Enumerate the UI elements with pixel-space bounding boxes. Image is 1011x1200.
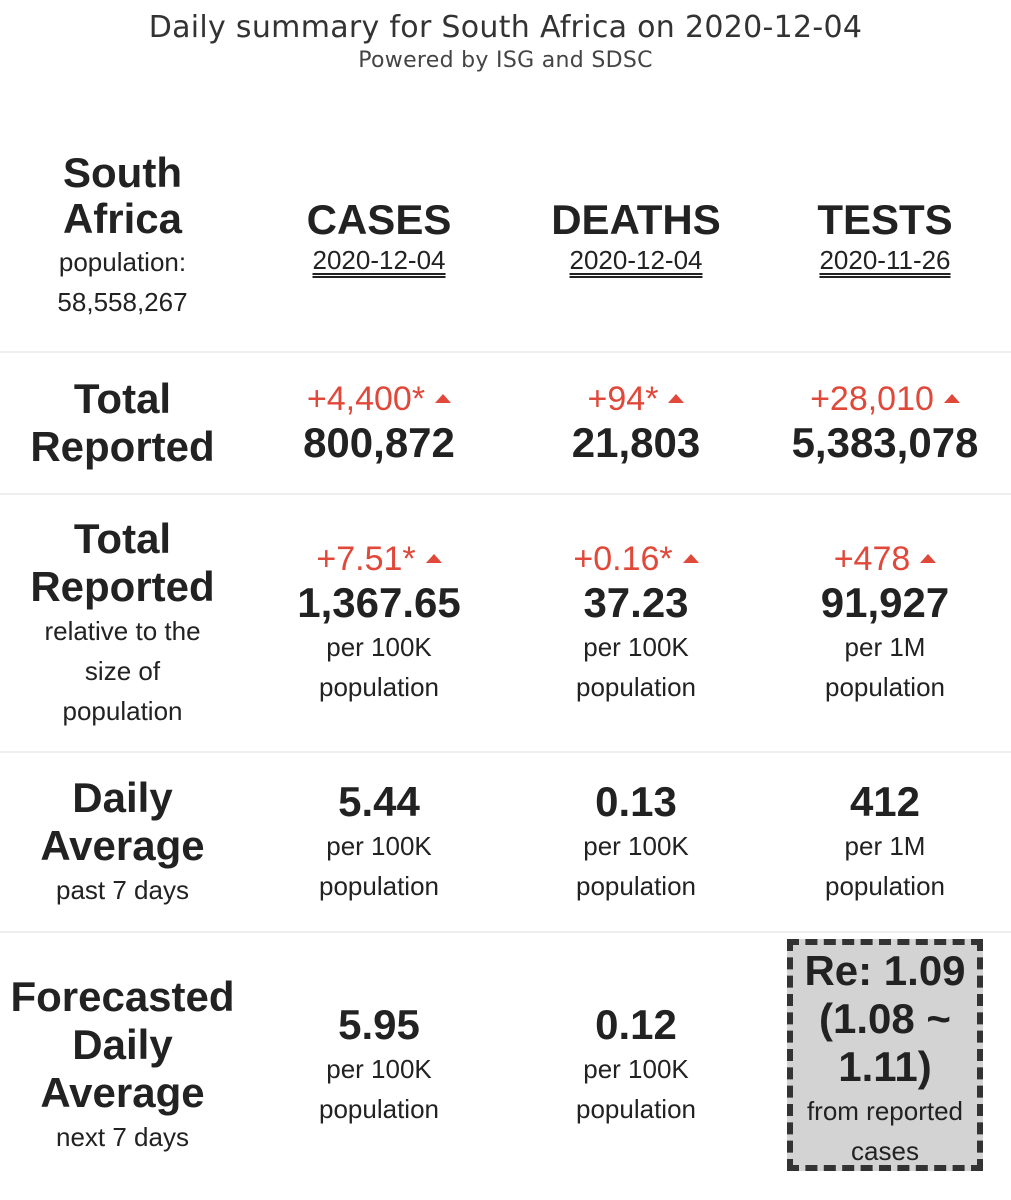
total-tests-cell: +28,010 5,383,078 xyxy=(759,351,1011,494)
unit-line2: population xyxy=(319,871,439,901)
forecast-cases-cell: 5.95 per 100K population xyxy=(245,931,513,1196)
unit-line2: population xyxy=(576,871,696,901)
country-name-line2: Africa xyxy=(62,194,183,242)
unit-line1: per 1M xyxy=(844,831,926,861)
increase-arrow-icon xyxy=(668,393,685,403)
re-line1: Re: 1.09 xyxy=(804,947,966,994)
row-label-line2: Daily xyxy=(72,1020,173,1068)
unit-line1: per 100K xyxy=(326,831,432,861)
unit-line2: population xyxy=(825,672,945,702)
increase-arrow-icon xyxy=(435,393,452,403)
cases-date: 2020-12-04 xyxy=(312,244,446,275)
population-label: population: xyxy=(58,246,187,277)
daily-cases-cell: 5.44 per 100K population xyxy=(245,751,513,932)
page-title: Daily summary for South Africa on 2020-1… xyxy=(148,10,863,45)
unit-line2: population xyxy=(576,1093,696,1124)
average-value: 412 xyxy=(849,778,921,825)
total-cases-cell: +4,400* 800,872 xyxy=(245,351,513,494)
increase-arrow-icon xyxy=(682,553,699,563)
relative-deaths-cell: +0.16* 37.23 per 100K population xyxy=(513,493,759,752)
forecast-deaths-cell: 0.12 per 100K population xyxy=(513,931,759,1196)
delta-value: +4,400* xyxy=(306,380,426,418)
row-sublabel: next 7 days xyxy=(56,1121,189,1152)
delta-value: +7.51* xyxy=(316,540,416,578)
delta-value: +0.16* xyxy=(573,540,673,578)
cases-label: CASES xyxy=(306,195,452,243)
re-line3: 1.11) xyxy=(838,1043,932,1090)
increase-arrow-icon xyxy=(425,553,442,563)
total-reported-row: Total Reported +4,400* 800,872 +94* 21,8… xyxy=(0,351,1011,494)
country-cell: South Africa population: 58,558,267 xyxy=(0,120,245,352)
increase-arrow-icon xyxy=(920,553,937,563)
row-label: Total Reported xyxy=(0,351,245,494)
re-sub1: from reported xyxy=(806,1096,964,1126)
re-cell: Re: 1.09 (1.08 ~ 1.11) from reported cas… xyxy=(759,931,1011,1196)
relative-row: Total Reported relative to the size of p… xyxy=(0,493,1011,752)
tests-date: 2020-11-26 xyxy=(819,244,951,275)
relative-value: 91,927 xyxy=(820,579,950,626)
row-sublabel-line1: relative to the xyxy=(44,616,201,646)
total-value: 5,383,078 xyxy=(791,419,979,466)
row-sublabel-line2: size of xyxy=(84,656,161,686)
total-value: 800,872 xyxy=(303,419,455,466)
summary-table: South Africa population: 58,558,267 CASE… xyxy=(0,120,1011,1196)
total-deaths-cell: +94* 21,803 xyxy=(513,351,759,494)
tests-label: TESTS xyxy=(817,195,953,243)
row-sublabel-line3: population xyxy=(62,696,183,726)
delta-value: +94* xyxy=(587,380,659,418)
relative-value: 37.23 xyxy=(583,579,689,626)
daily-tests-cell: 412 per 1M population xyxy=(759,751,1011,932)
deaths-date: 2020-12-04 xyxy=(569,244,703,275)
row-label-line1: Daily xyxy=(72,774,173,821)
column-header-row: South Africa population: 58,558,267 CASE… xyxy=(0,120,1011,352)
re-sub2: cases xyxy=(851,1136,919,1166)
unit-line1: per 100K xyxy=(326,1053,432,1084)
daily-average-row: Daily Average past 7 days 5.44 per 100K … xyxy=(0,751,1011,932)
row-label-line2: Reported xyxy=(30,423,215,470)
re-box: Re: 1.09 (1.08 ~ 1.11) from reported cas… xyxy=(787,939,983,1171)
deaths-label: DEATHS xyxy=(551,195,721,243)
daily-deaths-cell: 0.13 per 100K population xyxy=(513,751,759,932)
unit-line1: per 100K xyxy=(583,1053,689,1084)
re-line2: (1.08 ~ xyxy=(819,995,951,1042)
average-value: 5.44 xyxy=(338,778,420,825)
relative-tests-cell: +478 91,927 per 1M population xyxy=(759,493,1011,752)
relative-value: 1,367.65 xyxy=(297,579,461,626)
delta-value: +28,010 xyxy=(810,380,934,418)
row-label-line1: Forecasted xyxy=(10,972,235,1020)
unit-line2: population xyxy=(825,871,945,901)
row-label-line2: Average xyxy=(40,822,205,869)
row-label: Daily Average past 7 days xyxy=(0,751,245,932)
forecast-row: Forecasted Daily Average next 7 days 5.9… xyxy=(0,931,1011,1196)
total-value: 21,803 xyxy=(571,419,701,466)
unit-line1: per 1M xyxy=(844,632,926,662)
unit-line2: population xyxy=(319,1093,439,1124)
row-label-line3: Average xyxy=(40,1068,205,1116)
row-label-line1: Total xyxy=(73,375,172,422)
country-name-line1: South xyxy=(63,148,182,196)
forecast-value: 5.95 xyxy=(338,1000,420,1048)
page-subtitle: Powered by ISG and SDSC xyxy=(358,48,653,73)
deaths-header: DEATHS 2020-12-04 xyxy=(513,120,759,352)
row-label: Total Reported relative to the size of p… xyxy=(0,493,245,752)
unit-line1: per 100K xyxy=(583,632,689,662)
average-value: 0.13 xyxy=(595,778,677,825)
unit-line2: population xyxy=(319,672,439,702)
unit-line1: per 100K xyxy=(583,831,689,861)
tests-header: TESTS 2020-11-26 xyxy=(759,120,1011,352)
row-label-line2: Reported xyxy=(30,563,215,610)
population-value: 58,558,267 xyxy=(57,286,188,317)
row-label-line1: Total xyxy=(73,515,172,562)
relative-cases-cell: +7.51* 1,367.65 per 100K population xyxy=(245,493,513,752)
delta-value: +478 xyxy=(833,540,911,578)
increase-arrow-icon xyxy=(943,393,960,403)
row-label: Forecasted Daily Average next 7 days xyxy=(0,931,245,1196)
unit-line2: population xyxy=(576,672,696,702)
cases-header: CASES 2020-12-04 xyxy=(245,120,513,352)
forecast-value: 0.12 xyxy=(595,1000,677,1048)
unit-line1: per 100K xyxy=(326,632,432,662)
row-sublabel: past 7 days xyxy=(56,875,189,905)
page-header: Daily summary for South Africa on 2020-1… xyxy=(0,0,1011,120)
